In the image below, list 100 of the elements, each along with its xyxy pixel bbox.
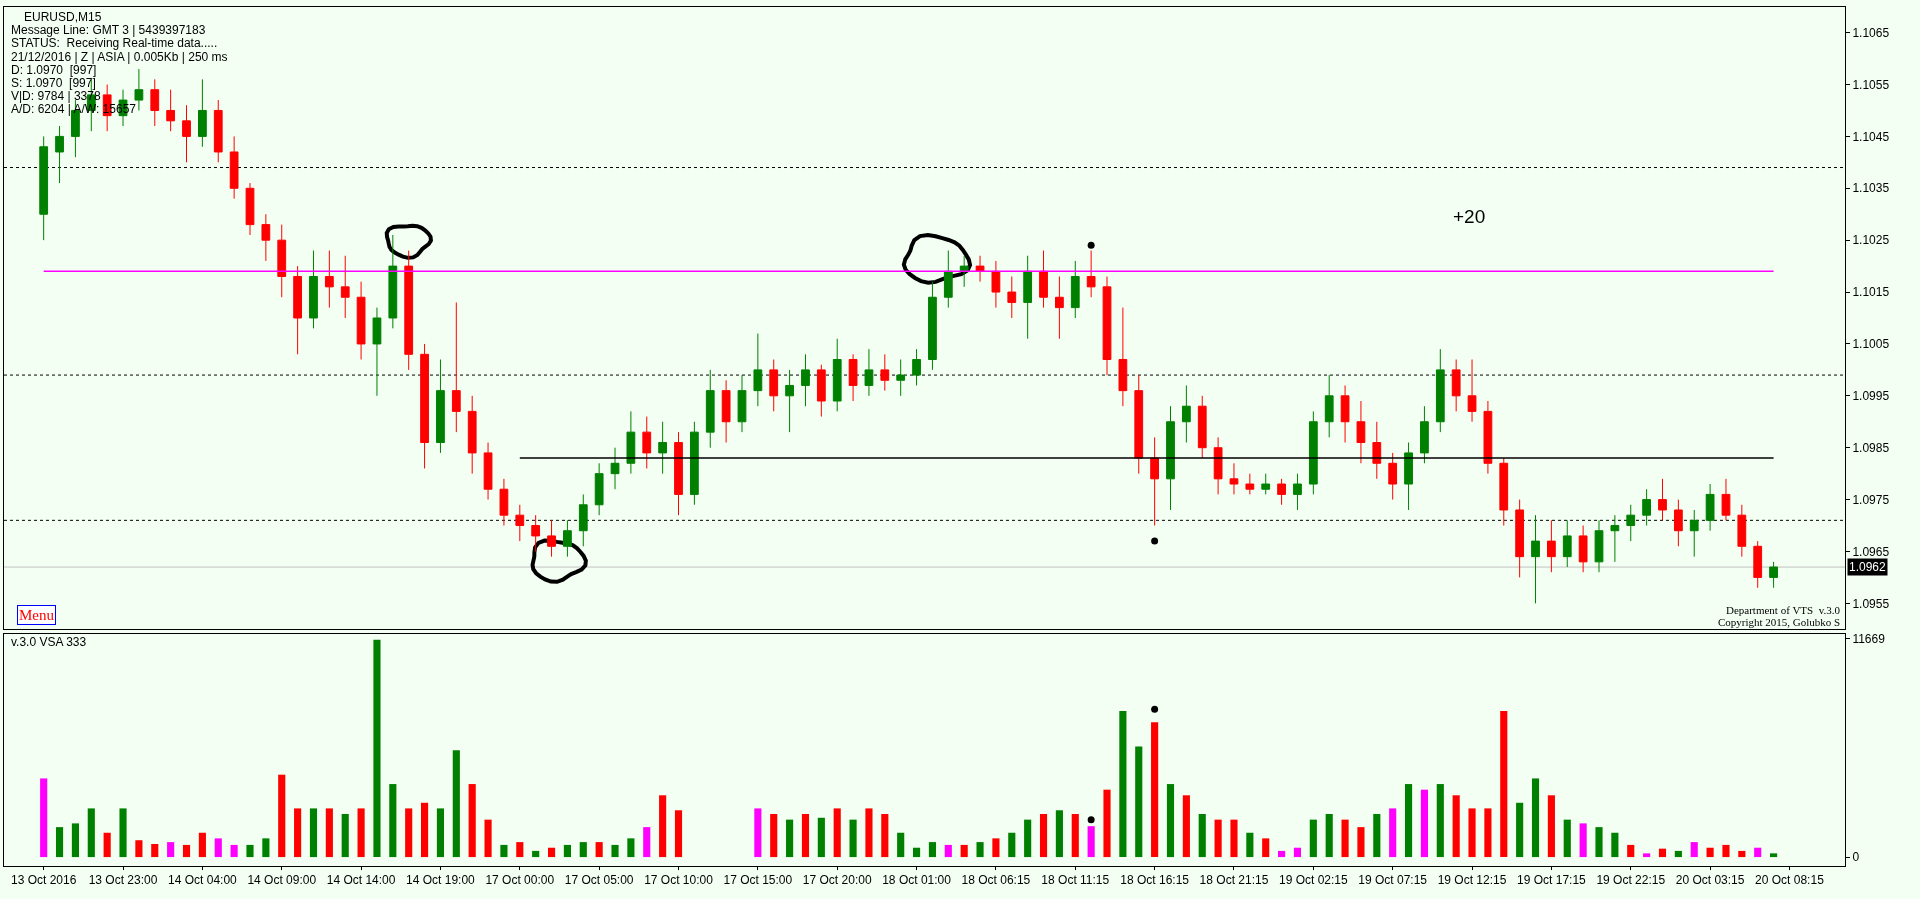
x-tick-label: 14 Oct 04:00 <box>168 873 238 888</box>
candlestick <box>324 250 334 309</box>
candlestick <box>1261 473 1271 495</box>
candlestick <box>1483 400 1493 475</box>
candlestick <box>309 250 318 329</box>
bar <box>595 842 603 858</box>
bar <box>643 827 651 858</box>
x-tick-label: 18 Oct 21:15 <box>1199 873 1269 888</box>
bar <box>992 838 1000 858</box>
candlestick <box>1277 478 1286 506</box>
bar <box>436 808 445 858</box>
candlestick <box>261 213 271 262</box>
candlestick <box>1753 540 1763 589</box>
x-tick-label: 17 Oct 00:00 <box>485 873 555 888</box>
bar <box>1420 789 1428 858</box>
bar <box>230 844 238 858</box>
x-tick-label: 13 Oct 23:00 <box>88 873 158 888</box>
bar <box>87 808 95 858</box>
bar <box>262 838 270 858</box>
candlestick <box>1007 275 1017 319</box>
bar <box>1658 848 1667 858</box>
bar <box>1039 814 1048 858</box>
bar <box>833 808 841 858</box>
candlestick <box>1626 504 1636 542</box>
y-tick-label: 1.0975 <box>1852 492 1890 507</box>
candlestick <box>451 301 461 433</box>
candlestick <box>388 234 398 329</box>
candlestick <box>436 359 445 454</box>
y-tick-label: 1.1035 <box>1852 181 1890 196</box>
bar <box>1389 808 1397 858</box>
candlestick <box>1420 405 1429 464</box>
x-tick-label: 19 Oct 17:15 <box>1517 873 1587 888</box>
candlestick <box>245 182 255 236</box>
candlestick <box>1070 260 1080 319</box>
candlestick <box>801 353 810 407</box>
bar <box>294 808 302 858</box>
y-tick-label: 1.1015 <box>1852 285 1890 300</box>
candlestick <box>689 421 699 506</box>
bar <box>1468 808 1476 858</box>
bar <box>500 844 508 858</box>
bar <box>976 842 984 858</box>
bar <box>1214 819 1222 858</box>
candlestick <box>1578 525 1588 573</box>
candlestick <box>785 369 794 433</box>
candlestick <box>404 250 414 371</box>
x-tick-label: 17 Oct 10:00 <box>644 873 714 888</box>
bar <box>1690 842 1698 858</box>
bar <box>1087 826 1095 858</box>
x-tick-label: 18 Oct 16:15 <box>1120 873 1190 888</box>
bar <box>119 808 127 858</box>
candlestick <box>1705 483 1715 532</box>
candlestick <box>1515 499 1525 578</box>
candlestick <box>1356 400 1366 464</box>
x-tick-label: 18 Oct 06:15 <box>961 873 1031 888</box>
bar <box>468 784 476 858</box>
y-tick-label: 11669 <box>1852 631 1886 646</box>
candlestick <box>1324 374 1334 438</box>
candlestick <box>1689 509 1699 558</box>
candlestick <box>864 348 874 397</box>
bar <box>1230 819 1238 858</box>
bar <box>1341 819 1349 858</box>
candlestick <box>610 447 620 490</box>
candlestick <box>1245 473 1255 495</box>
candlestick <box>547 519 556 558</box>
candlestick <box>1086 250 1096 298</box>
bar <box>1563 819 1571 858</box>
x-tick-label: 14 Oct 14:00 <box>326 873 396 888</box>
bar <box>944 844 952 858</box>
bar <box>1611 832 1619 858</box>
bar <box>1404 784 1413 858</box>
bar <box>1055 810 1063 858</box>
bar <box>1357 827 1365 858</box>
candlestick <box>912 348 921 386</box>
annotation: +20 <box>1453 206 1486 227</box>
candlestick <box>150 78 160 127</box>
bar <box>1770 853 1778 858</box>
y-tick-label: 1.1005 <box>1852 337 1890 352</box>
bar <box>1119 711 1127 858</box>
candlestick <box>483 442 493 501</box>
annotation: STATUS: Receiving Real-time data..... <box>11 36 218 50</box>
bar <box>627 838 635 858</box>
bar <box>452 750 460 858</box>
bar <box>1738 850 1746 858</box>
candlestick <box>1737 504 1747 558</box>
candlestick <box>340 255 350 319</box>
y-tick-label: 1.0955 <box>1852 596 1890 611</box>
y-tick-label: 1.1065 <box>1852 25 1890 40</box>
x-tick-label: 14 Oct 19:00 <box>406 873 476 888</box>
bar <box>1627 844 1635 858</box>
candlestick <box>943 250 953 309</box>
bar <box>1531 778 1540 858</box>
x-tick-label: 14 Oct 09:00 <box>247 873 317 888</box>
bar <box>135 840 143 858</box>
candlestick <box>531 514 541 552</box>
candlestick <box>1499 457 1509 527</box>
candlestick <box>769 359 779 412</box>
y-tick-label: 1.0985 <box>1852 440 1890 455</box>
candlestick <box>499 478 509 527</box>
candlestick <box>658 421 668 475</box>
bar <box>1547 795 1555 858</box>
